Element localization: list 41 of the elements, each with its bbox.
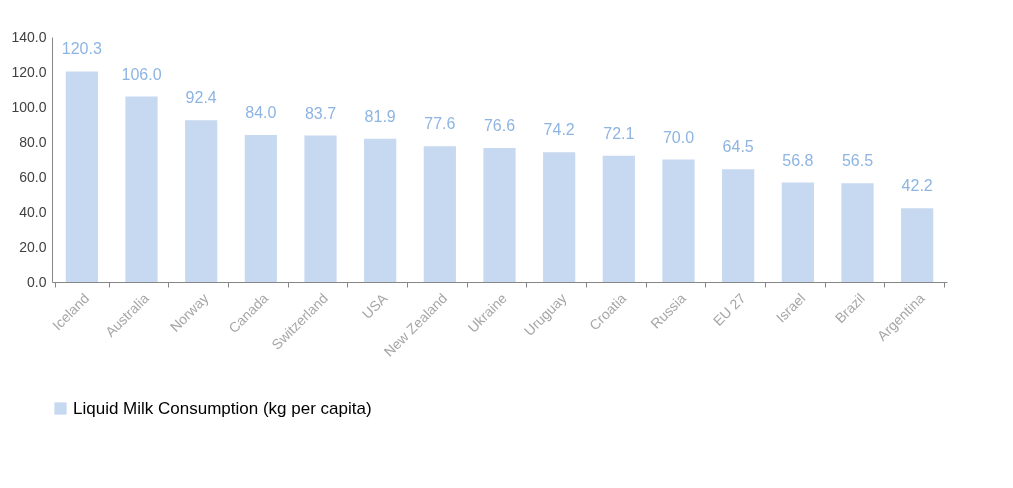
text: 81.9: [364, 107, 396, 125]
y-tick-label: 40.0: [19, 203, 47, 220]
bar: [841, 183, 874, 282]
y-tick-label: 80.0: [19, 133, 47, 150]
text: 120.3: [61, 40, 102, 58]
y-tick-label: 20.0: [19, 238, 47, 255]
bar: [543, 152, 576, 282]
bar: [483, 147, 516, 282]
y-tick-label: 60.0: [19, 168, 47, 185]
x-tick-label: EU 27: [709, 289, 749, 329]
bar: [244, 135, 277, 282]
y-tick-label: 0.0: [27, 273, 47, 290]
bar: [304, 135, 337, 282]
bar: [364, 138, 397, 282]
bar: [781, 182, 814, 282]
bar: [901, 208, 934, 282]
text: 77.6: [424, 115, 456, 133]
y-tick-label: 140.0: [11, 28, 47, 45]
text: 70.0: [662, 128, 695, 146]
x-tick-label: USA: [358, 289, 392, 322]
text: 83.7: [304, 104, 337, 122]
text: 42.2: [901, 177, 933, 195]
text: 92.4: [185, 89, 217, 107]
y-tick-label: 120.0: [11, 63, 47, 80]
text: 76.6: [483, 116, 516, 134]
bar: [185, 120, 218, 282]
text: 106.0: [121, 65, 162, 83]
bar: [65, 71, 98, 282]
bar: [722, 169, 755, 282]
text: 74.2: [543, 121, 575, 139]
y-tick-label: 100.0: [11, 98, 47, 115]
text: 72.1: [603, 124, 635, 142]
bar: [602, 155, 635, 282]
text: 56.8: [782, 151, 814, 169]
text: 84.0: [245, 104, 277, 121]
bar: [125, 96, 158, 282]
legend-label: Liquid Milk Consumption (kg per capita): [73, 398, 372, 418]
bar: [423, 146, 456, 282]
bar: [662, 159, 695, 282]
text: 64.5: [722, 138, 754, 156]
text: 56.5: [841, 152, 874, 170]
